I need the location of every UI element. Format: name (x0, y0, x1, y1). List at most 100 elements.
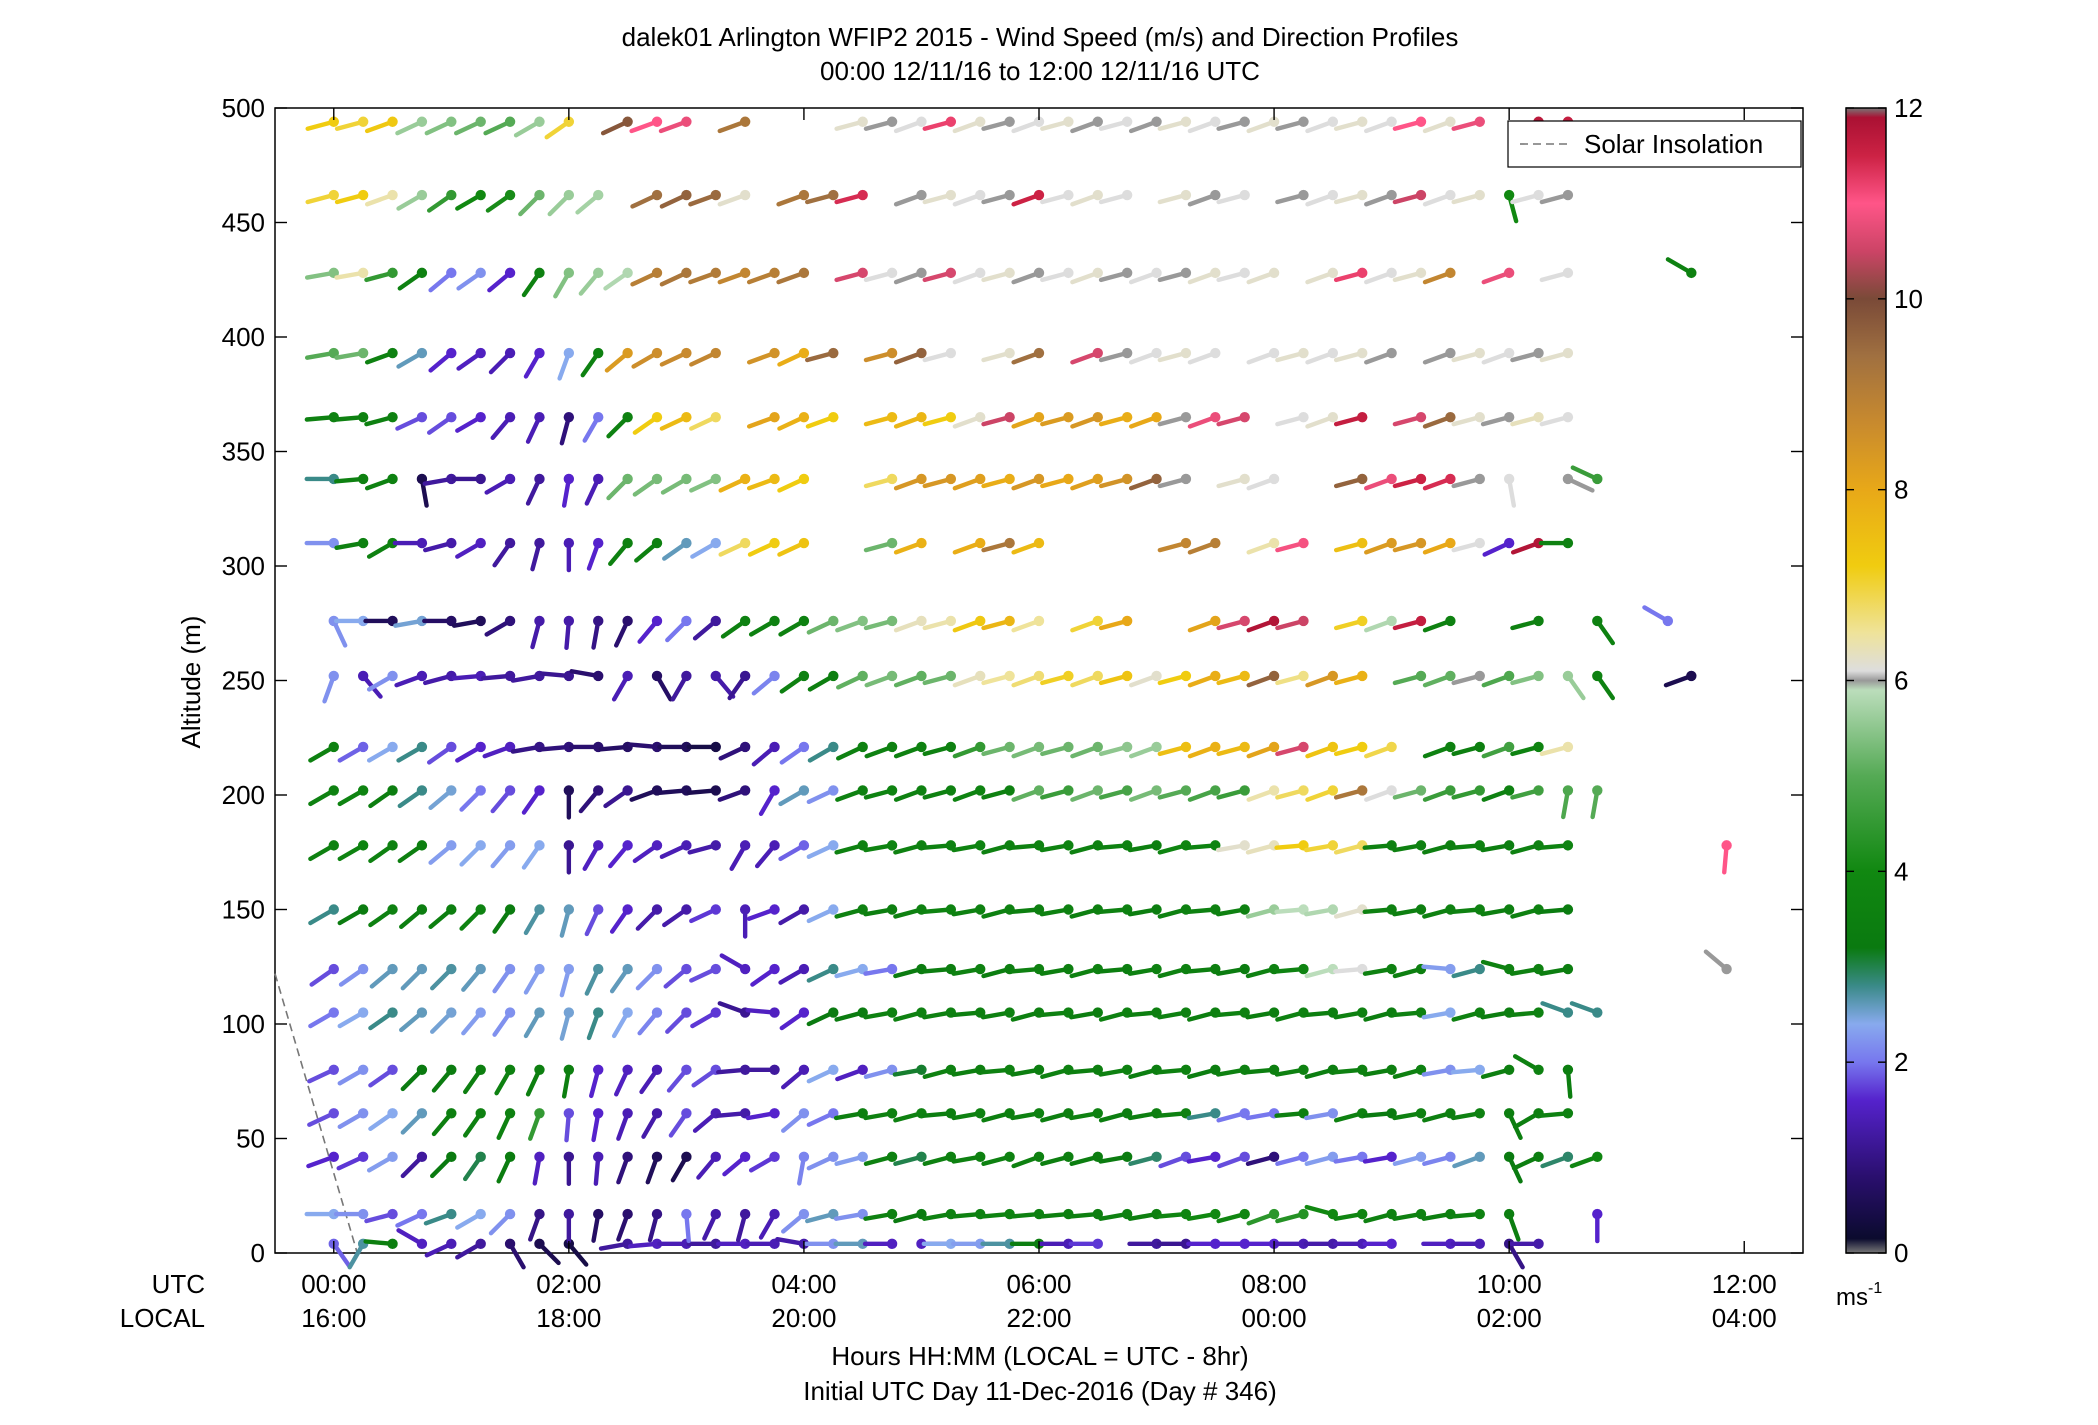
solar-insolation-line (274, 973, 359, 1254)
wind-barb-dot (1503, 1208, 1515, 1220)
wind-barb-dot (886, 473, 898, 485)
x-tick-label-local: 02:00 (1477, 1303, 1542, 1333)
wind-barb-dot (1239, 840, 1250, 851)
wind-barb-dot (798, 1108, 810, 1119)
wind-barb-dot (1562, 741, 1574, 753)
wind-barb-dot (446, 785, 457, 796)
wind-barb-dot (387, 670, 398, 682)
wind-barb-dot (681, 1064, 692, 1076)
wind-barb-dot (1180, 189, 1192, 201)
wind-barb-dot (416, 904, 428, 915)
wind-barb-dot (1415, 267, 1427, 279)
wind-barb-dot (710, 1238, 721, 1250)
wind-barb-dot (975, 615, 986, 627)
wind-barb-dot (1415, 473, 1427, 485)
wind-barb-dot (475, 1108, 486, 1119)
wind-barb-dot (622, 267, 633, 279)
wind-barb-dot (681, 473, 692, 485)
wind-barb-dot (446, 267, 457, 279)
wind-barb-dot (681, 347, 692, 359)
wind-barb-dot (387, 1108, 398, 1119)
wind-barb-dot (828, 963, 839, 975)
wind-barb-dot (357, 785, 369, 796)
wind-barb-dot (1210, 1108, 1221, 1119)
wind-barb-dot (534, 1007, 545, 1018)
wind-barb-dot (1180, 1007, 1192, 1018)
wind-barb-dot (328, 963, 339, 975)
wind-barb-dot (446, 411, 457, 423)
wind-barb-dot (886, 1007, 898, 1018)
wind-barb-dot (1239, 785, 1250, 796)
wind-barb-dot (1268, 267, 1280, 279)
wind-barb-dot (916, 785, 927, 796)
wind-barb-dot (563, 411, 575, 423)
wind-barb-dot (651, 1108, 663, 1119)
wind-barb-dot (945, 615, 957, 627)
wind-barb-dot (1239, 411, 1250, 423)
wind-barb-dot (328, 1064, 339, 1076)
wind-barb-dot (357, 267, 369, 279)
wind-barb-dot (1121, 411, 1133, 423)
wind-barb-dot (387, 473, 398, 485)
wind-barb-dot (622, 1007, 633, 1018)
wind-barb-dot (1063, 840, 1074, 851)
wind-barb-dot (886, 963, 898, 975)
wind-barb-dot (1092, 267, 1103, 279)
wind-barb-dot (857, 116, 868, 127)
wind-barb-dot (945, 116, 957, 127)
x-axis-ticks: 00:00 16:00 02:00 18:00 04:00 20:00 06:00 22:00… (301, 108, 1777, 1333)
y-tick-label: 250 (222, 666, 265, 696)
wind-barb-dot (1210, 116, 1221, 127)
wind-barb-dot (710, 537, 721, 549)
wind-barb-dot (916, 473, 927, 485)
wind-barb-dot (1445, 347, 1456, 359)
wind-barb-dot (446, 1007, 457, 1018)
wind-barb-dot (593, 840, 604, 851)
wind-barb-dot (387, 840, 398, 851)
wind-barb-dot (1562, 1064, 1574, 1076)
wind-barb-dot (416, 670, 428, 682)
wind-barb-dot (1474, 1108, 1485, 1119)
wind-barb-dot (622, 963, 633, 975)
wind-barb-dot (681, 116, 692, 127)
wind-barb-dot (1298, 963, 1309, 975)
wind-barb-dot (1063, 267, 1074, 279)
wind-barb-dot (857, 189, 868, 201)
wind-barb-dot (681, 1007, 692, 1018)
wind-barb-dot (769, 785, 780, 796)
wind-barb-dot (328, 116, 339, 127)
wind-barb-dot (975, 267, 986, 279)
wind-barb-dot (534, 963, 545, 975)
wind-barb-dot (1445, 615, 1456, 627)
wind-barb-dot (1533, 189, 1544, 201)
colorbar-tick-label: 0 (1894, 1238, 1908, 1268)
wind-barb-dot (739, 615, 751, 627)
wind-barb-dot (504, 189, 516, 201)
wind-barb-dot (1298, 1151, 1309, 1163)
wind-barb-dot (593, 1208, 604, 1220)
wind-barb-dot (416, 1007, 428, 1018)
x-tick-label-utc: 08:00 (1242, 1269, 1307, 1299)
wind-barb-dot (1298, 411, 1309, 423)
wind-barb-dot (1357, 411, 1368, 423)
wind-barb-dot (1063, 670, 1074, 682)
wind-barb-dot (916, 741, 927, 753)
wind-barb-dot (1210, 615, 1221, 627)
wind-barb-dot (945, 189, 957, 201)
wind-barb-dot (1121, 116, 1133, 127)
wind-barb-dot (504, 1238, 516, 1250)
wind-barb-dot (1474, 670, 1485, 682)
wind-barb-dot (416, 1238, 428, 1250)
wind-barb-dot (475, 411, 486, 423)
wind-barb-dot (416, 1151, 428, 1163)
y-axis-ticks: 0 50 100 150 200 250 300 350 400 450 500 (222, 93, 1803, 1268)
wind-barb-dot (651, 904, 663, 915)
wind-barb-dot (798, 537, 810, 549)
wind-barb-dot (828, 411, 839, 423)
wind-barb-dot (1092, 116, 1103, 127)
wind-barb-dot (651, 1151, 663, 1163)
wind-barb-dot (1592, 785, 1603, 796)
wind-barb-dot (504, 411, 516, 423)
wind-barb-dot (739, 785, 751, 796)
wind-barb-dot (828, 1064, 839, 1076)
